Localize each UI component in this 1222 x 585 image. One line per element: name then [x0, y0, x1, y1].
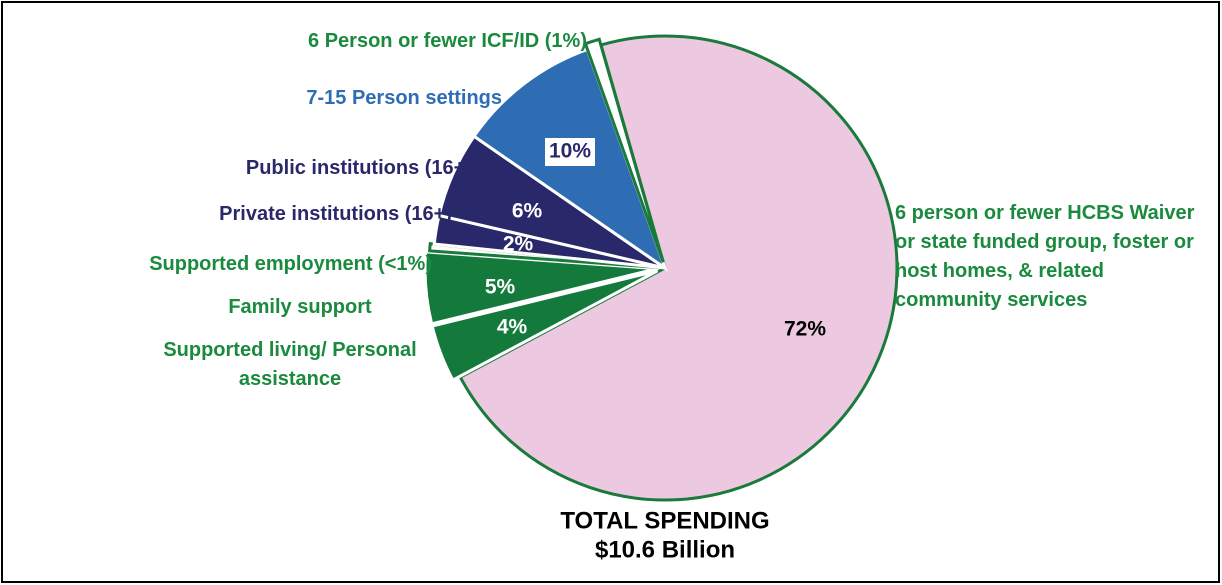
- value-label: 2%: [503, 233, 534, 256]
- slice-label: 7-15 Person settings: [306, 87, 502, 109]
- pie-slice: [430, 269, 659, 383]
- value-label: 72%: [784, 318, 826, 341]
- pie-slice: [583, 37, 665, 263]
- slice-label: Public institutions (16+): [245, 157, 472, 179]
- chart-subtitle: $10.6 Billion: [595, 536, 735, 563]
- pie-slice: [458, 34, 899, 502]
- value-label: 6%: [512, 200, 543, 223]
- pie-slice: [423, 250, 658, 326]
- slice-label: Private institutions (16+): [219, 203, 452, 225]
- slice-label: 6 Person or fewer ICF/ID (1%): [308, 30, 587, 52]
- slice-label: Supported employment (<1%): [149, 253, 432, 275]
- chart-title: TOTAL SPENDING: [560, 507, 769, 534]
- slice-label: 6 person or fewer HCBS Waiver or state f…: [895, 202, 1195, 311]
- slice-label: Supported living/ Personal assistance: [163, 339, 417, 390]
- value-label: 10%: [549, 140, 591, 163]
- value-label: 5%: [485, 276, 516, 299]
- value-label: 4%: [497, 316, 528, 339]
- value-label-box: [545, 138, 595, 166]
- slice-label: Family support: [228, 296, 372, 318]
